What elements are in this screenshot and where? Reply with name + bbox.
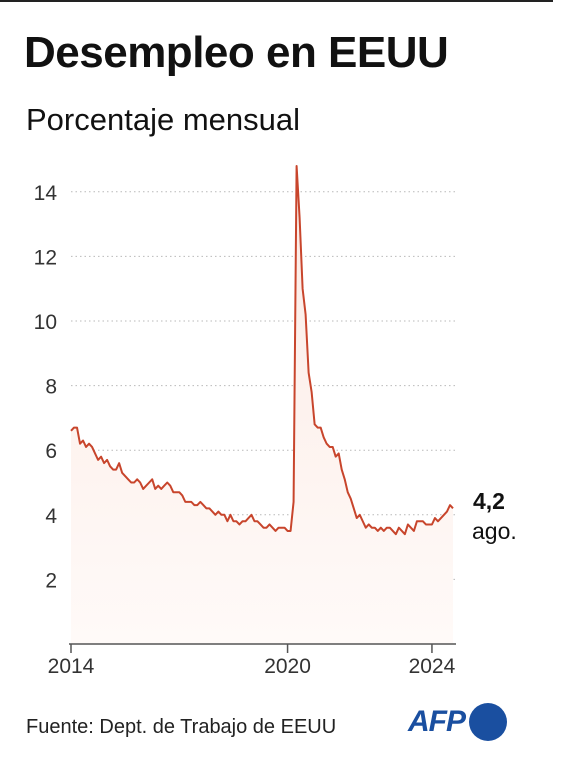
afp-logo: AFP: [408, 700, 507, 744]
source-note: Fuente: Dept. de Trabajo de EEUU: [26, 716, 337, 738]
latest-month-label: ago.: [472, 518, 517, 544]
page-title: Desempleo en EEUU: [24, 28, 449, 77]
y-tick-label: 10: [34, 311, 57, 334]
area-layer: [70, 164, 454, 644]
series-line-unemployment: [70, 164, 454, 536]
y-tick-label: 8: [45, 376, 57, 399]
y-tick-label: 14: [34, 182, 58, 205]
afp-logo-text: AFP: [408, 705, 466, 738]
y-tick-label: 2: [45, 569, 57, 592]
x-tick-label: 2024: [409, 655, 456, 678]
top-rule: [0, 0, 553, 2]
x-tick-label: 2020: [264, 655, 311, 678]
page-subtitle: Porcentaje mensual: [26, 102, 300, 137]
y-tick-label: 4: [45, 505, 57, 528]
y-tick-label: 6: [45, 440, 57, 463]
tick-labels: 2 4 6 8 10 12 14 2014 2020 2024: [34, 182, 456, 678]
latest-value-label: 4,2: [473, 488, 505, 514]
y-tick-label: 12: [34, 246, 57, 269]
afp-logo-dot: [469, 703, 507, 741]
axes: [69, 643, 456, 653]
x-tick-label: 2014: [48, 655, 95, 678]
area-fill: [71, 165, 453, 644]
